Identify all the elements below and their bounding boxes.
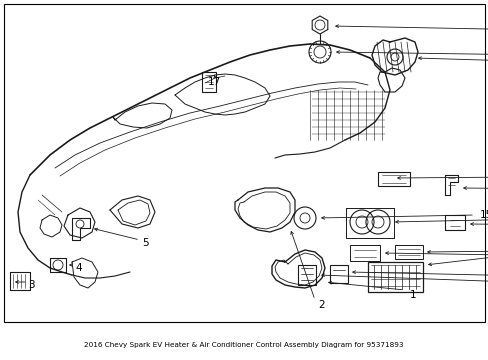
- Bar: [297, 265, 315, 285]
- Bar: [394, 245, 422, 259]
- Text: 17: 17: [207, 77, 221, 87]
- Bar: [377, 172, 409, 186]
- Text: 5: 5: [142, 238, 148, 248]
- Text: 4: 4: [75, 263, 81, 273]
- Bar: [4, 4, 484, 322]
- Text: 2: 2: [317, 300, 324, 310]
- Bar: [367, 262, 422, 292]
- Bar: [349, 245, 379, 261]
- Text: 2016 Chevy Spark EV Heater & Air Conditioner Control Assembly Diagram for 953718: 2016 Chevy Spark EV Heater & Air Conditi…: [84, 342, 403, 348]
- Bar: [329, 265, 347, 283]
- Bar: [202, 72, 216, 92]
- Text: 1: 1: [409, 290, 416, 300]
- Text: 3: 3: [28, 280, 35, 290]
- Text: 15: 15: [479, 210, 488, 220]
